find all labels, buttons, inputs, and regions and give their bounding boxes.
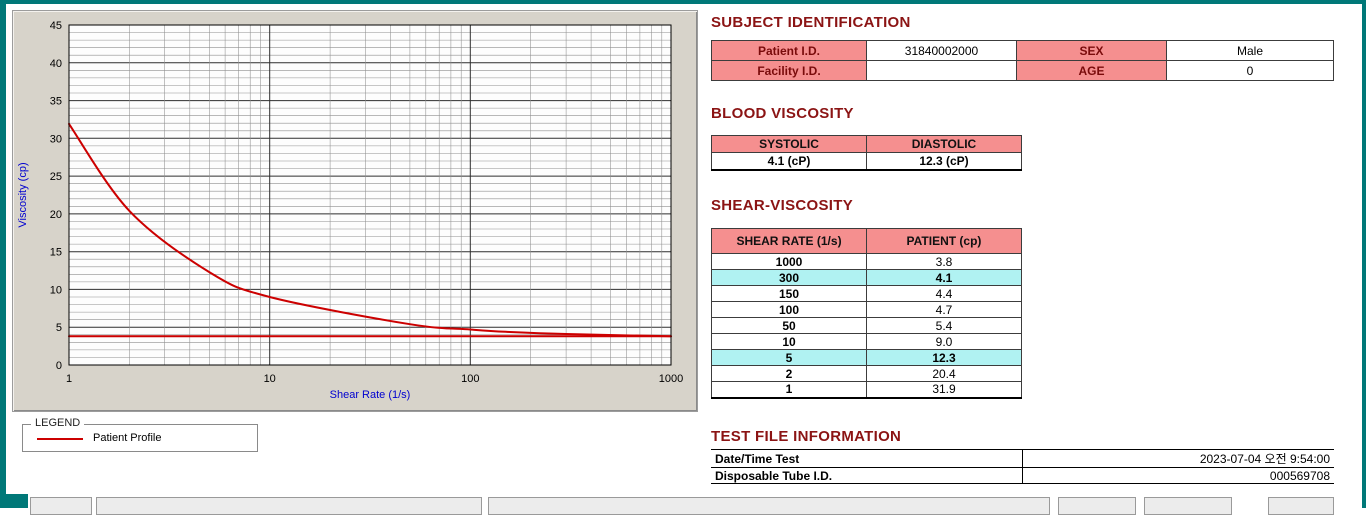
legend-entry-label: Patient Profile <box>93 432 162 444</box>
facility-id-label: Facility I.D. <box>711 60 867 81</box>
window-frame-corner <box>0 494 28 508</box>
table-row: 300 4.1 <box>711 269 1022 286</box>
window-frame-top <box>0 0 1366 4</box>
table-row: SHEAR RATE (1/s) PATIENT (cp) <box>711 228 1022 254</box>
svg-text:45: 45 <box>50 20 62 32</box>
table-row: 10 9.0 <box>711 333 1022 350</box>
viscosity-cell: 5.4 <box>866 317 1022 334</box>
sex-value: Male <box>1166 40 1334 61</box>
bottom-panel-stub[interactable] <box>1058 497 1136 515</box>
viscosity-cell: 9.0 <box>866 333 1022 350</box>
viscosity-cell: 31.9 <box>866 381 1022 398</box>
patient-cp-header: PATIENT (cp) <box>866 228 1022 254</box>
shear-rate-cell: 50 <box>711 317 867 334</box>
svg-text:1000: 1000 <box>659 373 683 385</box>
svg-text:35: 35 <box>50 96 62 108</box>
age-value: 0 <box>1166 60 1334 81</box>
shear-rate-cell: 10 <box>711 333 867 350</box>
viscosity-cell: 4.7 <box>866 301 1022 318</box>
svg-text:100: 100 <box>461 373 479 385</box>
svg-text:20: 20 <box>50 209 62 221</box>
table-row: Facility I.D. AGE 0 <box>711 60 1334 81</box>
shear-rate-header: SHEAR RATE (1/s) <box>711 228 867 254</box>
shear-rate-cell: 2 <box>711 365 867 382</box>
svg-text:Shear Rate (1/s): Shear Rate (1/s) <box>330 389 411 401</box>
legend-line-swatch <box>37 438 83 440</box>
patient-id-value: 31840002000 <box>866 40 1017 61</box>
table-row: 50 5.4 <box>711 317 1022 334</box>
viscosity-chart: 0 5 10 15 20 25 30 35 40 45 1 10 100 1000 Shear Rate (… <box>17 20 683 401</box>
bottom-panel-stub[interactable] <box>30 497 92 515</box>
disposable-tube-id-label: Disposable Tube I.D. <box>711 467 1023 484</box>
systolic-value: 4.1 (cP) <box>711 152 867 170</box>
blood-viscosity-title: BLOOD VISCOSITY <box>711 105 854 122</box>
viscosity-cell: 20.4 <box>866 365 1022 382</box>
table-row: 1000 3.8 <box>711 253 1022 270</box>
subject-identification-table: Patient I.D. 31840002000 SEX Male Facili… <box>711 40 1334 81</box>
svg-text:25: 25 <box>50 171 62 183</box>
window-frame-right <box>1362 0 1366 508</box>
bottom-panel-stub[interactable] <box>96 497 482 515</box>
table-row: 5 12.3 <box>711 349 1022 366</box>
svg-text:0: 0 <box>56 360 62 372</box>
patient-id-label: Patient I.D. <box>711 40 867 61</box>
svg-text:15: 15 <box>50 247 62 259</box>
disposable-tube-id-value: 000569708 <box>1022 467 1334 484</box>
blood-viscosity-table: SYSTOLIC DIASTOLIC 4.1 (cP) 12.3 (cP) <box>711 135 1022 171</box>
diastolic-value: 12.3 (cP) <box>866 152 1022 170</box>
sex-label: SEX <box>1016 40 1167 61</box>
date-time-test-value: 2023-07-04 오전 9:54:00 <box>1022 449 1334 468</box>
shear-viscosity-table: SHEAR RATE (1/s) PATIENT (cp) 1000 3.8 3… <box>711 228 1022 399</box>
svg-text:30: 30 <box>50 133 62 145</box>
shear-rate-cell: 1000 <box>711 253 867 270</box>
table-row: Patient I.D. 31840002000 SEX Male <box>711 40 1334 61</box>
table-row: Date/Time Test 2023-07-04 오전 9:54:00 <box>711 449 1334 468</box>
systolic-header: SYSTOLIC <box>711 135 867 153</box>
shear-rate-cell: 5 <box>711 349 867 366</box>
bottom-panel-stub[interactable] <box>488 497 1050 515</box>
viscosity-cell: 3.8 <box>866 253 1022 270</box>
table-row: 2 20.4 <box>711 365 1022 382</box>
viscosity-cell: 4.4 <box>866 285 1022 302</box>
diastolic-header: DIASTOLIC <box>866 135 1022 153</box>
date-time-test-label: Date/Time Test <box>711 449 1023 468</box>
svg-text:5: 5 <box>56 322 62 334</box>
bottom-panel-stub[interactable] <box>1268 497 1334 515</box>
age-label: AGE <box>1016 60 1167 81</box>
test-file-information-title: TEST FILE INFORMATION <box>711 428 902 445</box>
viscosity-chart-panel: 0 5 10 15 20 25 30 35 40 45 1 10 100 1000 Shear Rate (… <box>12 10 698 412</box>
svg-text:10: 10 <box>50 284 62 296</box>
viscosity-cell: 4.1 <box>866 269 1022 286</box>
facility-id-value <box>866 60 1017 81</box>
viscosity-cell: 12.3 <box>866 349 1022 366</box>
bottom-panel-stub[interactable] <box>1144 497 1232 515</box>
legend-title: LEGEND <box>31 417 85 429</box>
shear-viscosity-title: SHEAR-VISCOSITY <box>711 197 854 214</box>
svg-text:Viscosity (cp): Viscosity (cp) <box>17 162 29 227</box>
window-frame-left <box>0 0 6 508</box>
svg-text:10: 10 <box>264 373 276 385</box>
table-row: SYSTOLIC DIASTOLIC <box>711 135 1022 153</box>
shear-rate-cell: 100 <box>711 301 867 318</box>
svg-text:1: 1 <box>66 373 72 385</box>
shear-rate-cell: 300 <box>711 269 867 286</box>
table-row: 1 31.9 <box>711 381 1022 398</box>
subject-identification-title: SUBJECT IDENTIFICATION <box>711 14 911 31</box>
chart-legend: LEGEND Patient Profile <box>22 417 258 452</box>
shear-rate-cell: 150 <box>711 285 867 302</box>
shear-rate-cell: 1 <box>711 381 867 398</box>
table-row: 4.1 (cP) 12.3 (cP) <box>711 152 1022 170</box>
svg-text:40: 40 <box>50 58 62 70</box>
table-row: 100 4.7 <box>711 301 1022 318</box>
table-row: 150 4.4 <box>711 285 1022 302</box>
test-file-information-table: Date/Time Test 2023-07-04 오전 9:54:00 Dis… <box>711 449 1334 484</box>
table-row: Disposable Tube I.D. 000569708 <box>711 467 1334 484</box>
